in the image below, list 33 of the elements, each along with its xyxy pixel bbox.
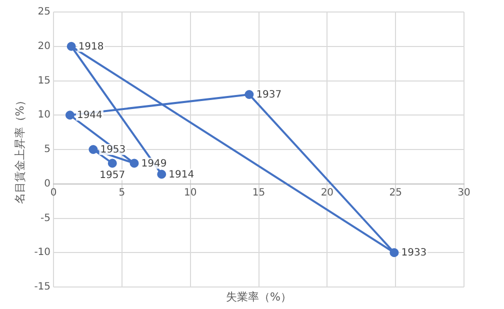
y-tick-label: 15 <box>38 75 51 86</box>
y-tick-label: 25 <box>38 6 51 18</box>
point <box>244 90 254 99</box>
annotation: 1914 <box>168 169 194 180</box>
x-axis-title: 失業率（%） <box>226 290 292 304</box>
annotation: 1944 <box>76 110 102 122</box>
x-tick-label: 30 <box>458 187 470 198</box>
y-tick-label: 10 <box>38 110 51 121</box>
y-tick-label: 0 <box>44 178 51 190</box>
annotation: 1957 <box>100 170 126 181</box>
x-tick-label: 25 <box>389 187 402 198</box>
point <box>390 248 399 258</box>
y-tick-label: -5 <box>40 212 51 224</box>
x-tick-label: 20 <box>320 187 334 198</box>
y-tick-label: 5 <box>44 144 51 156</box>
annotation: 1937 <box>256 90 282 101</box>
point <box>65 110 74 120</box>
x-tick-label: 10 <box>184 187 197 198</box>
point <box>157 170 166 179</box>
y-tick-label: 20 <box>38 40 51 52</box>
annotation: 1933 <box>401 248 427 259</box>
point <box>66 42 76 51</box>
annotation: 1949 <box>141 158 167 170</box>
y-axis-title: 名目賃金上昇率（%） <box>13 94 26 204</box>
point <box>88 145 98 154</box>
y-tick-label: -10 <box>34 247 51 258</box>
x-tick-label: 5 <box>118 187 126 198</box>
annotation: 1918 <box>78 41 104 52</box>
y-tick-label: -15 <box>34 282 51 293</box>
point <box>130 158 139 168</box>
point <box>108 158 117 168</box>
x-tick-label: 15 <box>252 187 266 198</box>
annotation: 1953 <box>100 144 126 156</box>
